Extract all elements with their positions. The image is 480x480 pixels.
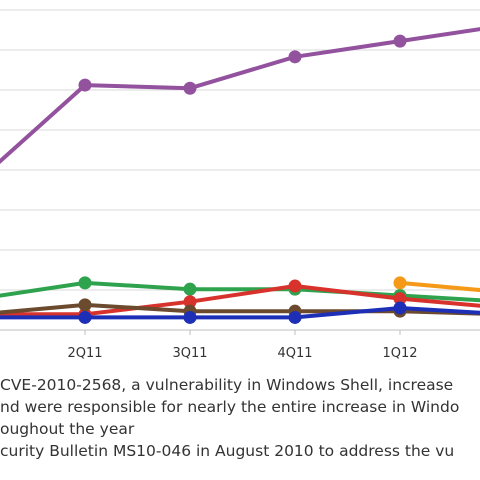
data-point xyxy=(288,50,302,64)
data-point xyxy=(393,276,407,290)
data-point xyxy=(393,292,407,306)
line-chart: 2Q11 3Q11 4Q11 1Q12 xyxy=(0,9,480,361)
data-point xyxy=(288,279,302,293)
data-point xyxy=(183,310,197,324)
data-point xyxy=(183,81,197,95)
data-point xyxy=(288,310,302,324)
series-line xyxy=(0,306,480,320)
series-line xyxy=(398,280,480,293)
footnote-line: CVE-2010-2568, a vulnerability in Window… xyxy=(0,376,454,394)
series-line xyxy=(0,302,480,316)
data-point xyxy=(393,301,407,315)
x-tick-label: 1Q12 xyxy=(382,346,417,361)
footnote-line: curity Bulletin MS10-046 in August 2010 … xyxy=(0,442,455,460)
data-point xyxy=(78,78,92,92)
series-line xyxy=(0,280,480,303)
chart-canvas: 2Q11 3Q11 4Q11 1Q12 xyxy=(0,9,480,361)
data-point xyxy=(78,310,92,324)
x-tick-label: 4Q11 xyxy=(277,346,312,361)
data-point xyxy=(78,276,92,290)
data-point xyxy=(183,295,197,309)
data-point xyxy=(78,298,92,312)
series-line xyxy=(0,284,480,317)
footnote-line: nd were responsible for nearly the entir… xyxy=(0,398,460,416)
series-line xyxy=(0,27,480,165)
footnote-line: oughout the year xyxy=(0,420,135,438)
x-tick-label: 3Q11 xyxy=(172,346,207,361)
data-point xyxy=(183,282,197,296)
data-point xyxy=(393,34,407,48)
x-tick-label: 2Q11 xyxy=(67,346,102,361)
